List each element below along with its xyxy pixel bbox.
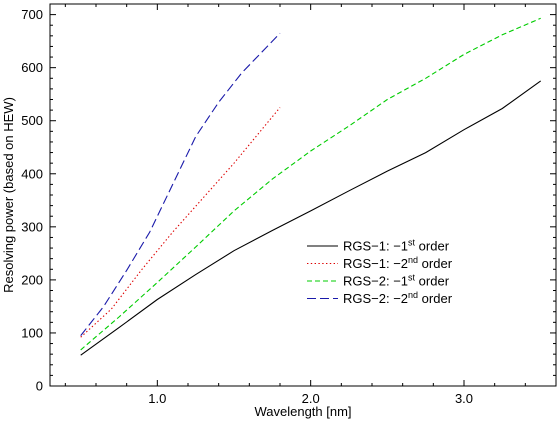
legend-label-suffix: order xyxy=(418,291,453,306)
x-axis-label: Wavelength [nm] xyxy=(254,404,351,419)
y-tick-label: 100 xyxy=(21,325,43,340)
legend-label-2: RGS−1: −2nd order xyxy=(343,255,453,271)
x-tick-label: 3.0 xyxy=(455,391,473,406)
y-axis-ticks: 0 100 200 300 400 500 600 700 xyxy=(21,7,556,394)
y-tick-label: 600 xyxy=(21,60,43,75)
legend-label-suffix: order xyxy=(418,256,453,271)
series-line-3 xyxy=(80,17,541,351)
legend-label-main: RGS−2: −1 xyxy=(343,274,408,289)
legend-label-superscript: nd xyxy=(408,290,418,300)
y-tick-label: 200 xyxy=(21,272,43,287)
legend-label-suffix: order xyxy=(415,239,450,254)
y-tick-label: 300 xyxy=(21,219,43,234)
plot-frame xyxy=(49,3,557,387)
legend-label-superscript: st xyxy=(408,238,416,248)
legend-label-superscript: st xyxy=(408,273,416,283)
legend-label-4: RGS−2: −2nd order xyxy=(343,290,453,306)
x-axis-ticks: 1.0 2.0 3.0 xyxy=(64,4,526,406)
series-line-4 xyxy=(80,32,281,336)
legend-label-superscript: nd xyxy=(408,255,418,265)
y-tick-label: 500 xyxy=(21,113,43,128)
y-tick-label: 0 xyxy=(36,379,43,394)
y-tick-label: 400 xyxy=(21,166,43,181)
legend-label-3: RGS−2: −1st order xyxy=(343,273,450,289)
series-layer xyxy=(80,17,542,356)
y-axis-label: Resolving power (based on HEW) xyxy=(1,97,16,293)
x-tick-label: 2.0 xyxy=(302,391,320,406)
x-tick-label: 1.0 xyxy=(148,391,166,406)
legend-label-1: RGS−1: −1st order xyxy=(343,238,450,254)
y-tick-label: 700 xyxy=(21,7,43,22)
series-line-2 xyxy=(80,107,281,338)
series-line-1 xyxy=(80,80,542,356)
legend-label-main: RGS−1: −2 xyxy=(343,256,408,271)
legend-label-main: RGS−1: −1 xyxy=(343,239,408,254)
legend-label-suffix: order xyxy=(415,274,450,289)
legend-label-main: RGS−2: −2 xyxy=(343,291,408,306)
